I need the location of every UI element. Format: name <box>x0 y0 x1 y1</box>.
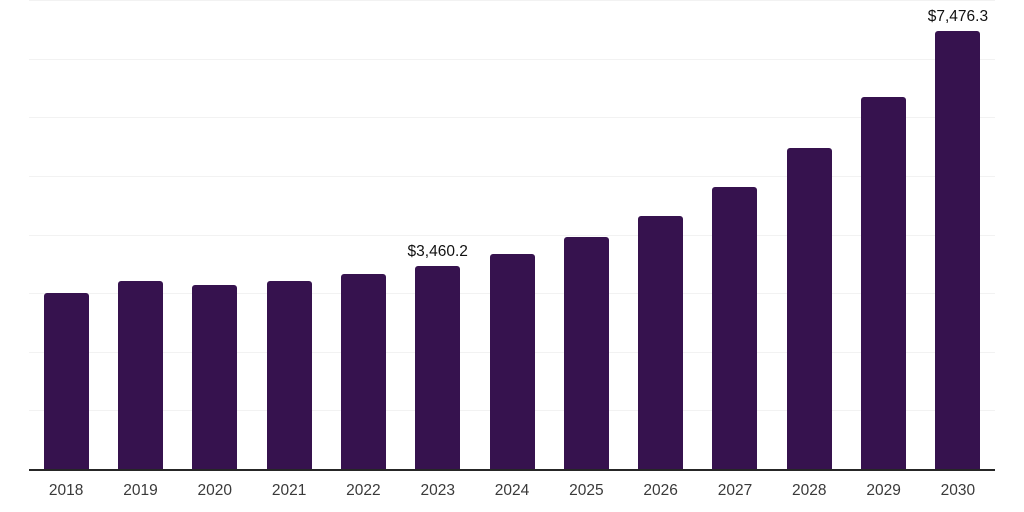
bar-slot-2022 <box>326 0 400 469</box>
x-tick-2019: 2019 <box>123 482 158 499</box>
bar-2028 <box>786 148 832 469</box>
bar-2030 <box>935 30 981 469</box>
bar-2029 <box>861 97 907 469</box>
bar-slot-2030: $7,476.3 <box>921 0 995 469</box>
bar-2026 <box>638 216 684 469</box>
bar-2027 <box>712 186 758 469</box>
bar-slot-2021 <box>252 0 326 469</box>
bar-2018 <box>43 293 89 469</box>
x-tick-2029: 2029 <box>866 482 901 499</box>
x-tick-2024: 2024 <box>494 482 530 499</box>
bar-2025 <box>563 237 609 469</box>
bar-2021 <box>266 280 312 469</box>
bar-2020 <box>192 284 238 469</box>
gridline-5000 <box>29 175 995 177</box>
bar-slot-2028 <box>772 0 846 469</box>
data-label-2023: $3,460.2 <box>407 243 468 261</box>
x-tick-2027: 2027 <box>717 482 753 499</box>
x-tick-2026: 2026 <box>643 482 678 499</box>
bar-slot-2026 <box>624 0 698 469</box>
x-tick-2023: 2023 <box>420 482 455 499</box>
bar-2022 <box>340 273 386 469</box>
x-tick-2025: 2025 <box>569 482 604 499</box>
bar-2024 <box>489 253 535 469</box>
gridline-7000 <box>29 58 995 60</box>
bar-slot-2027 <box>698 0 772 469</box>
bar-slot-2024 <box>475 0 549 469</box>
gridline-4000 <box>29 234 995 236</box>
x-axis-labels: 2018 2019 2020 2021 2022 2023 2024 2025 2026 2027… <box>29 482 995 500</box>
bar-slot-2020 <box>178 0 252 469</box>
x-tick-2030: 2030 <box>940 482 976 499</box>
data-label-2030: $7,476.3 <box>927 7 989 25</box>
x-tick-2021: 2021 <box>271 482 307 499</box>
gridline-8000 <box>29 0 995 1</box>
bar-slot-2018 <box>29 0 103 469</box>
x-tick-2020: 2020 <box>197 482 233 499</box>
plot-area: $3,460.2 $7,476.3 <box>29 0 995 471</box>
bar-slot-2025 <box>549 0 623 469</box>
bar-slot-2029 <box>846 0 920 469</box>
x-tick-2022: 2022 <box>346 482 381 499</box>
gridline-6000 <box>29 117 995 119</box>
bars-row: $3,460.2 $7,476.3 <box>29 0 995 469</box>
bar-slot-2023: $3,460.2 <box>401 0 475 469</box>
x-tick-2028: 2028 <box>792 482 827 499</box>
x-tick-2018: 2018 <box>48 482 84 499</box>
bar-2023 <box>415 266 461 469</box>
bar-2019 <box>117 280 163 469</box>
bar-slot-2019 <box>103 0 177 469</box>
